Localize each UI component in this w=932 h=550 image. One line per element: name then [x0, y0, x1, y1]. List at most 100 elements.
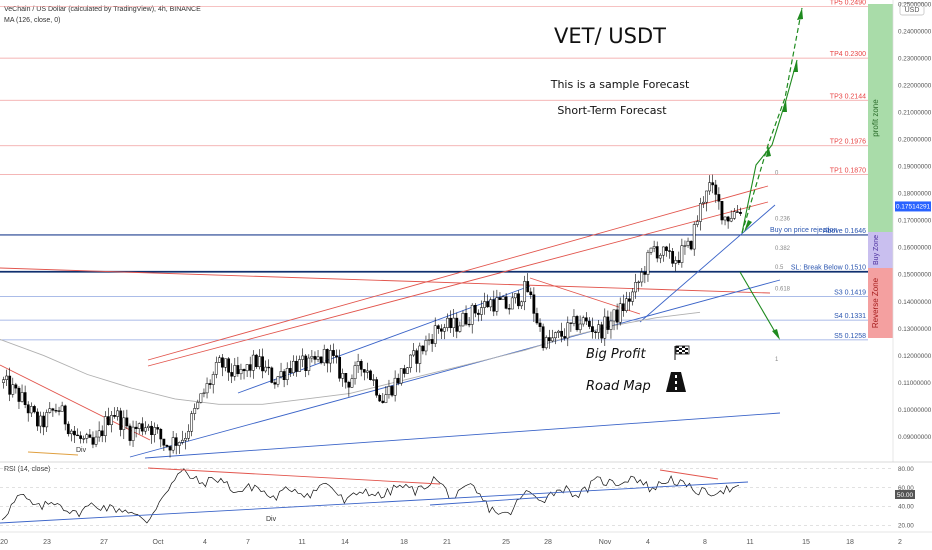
- candle-body: [541, 326, 545, 349]
- candle-body: [554, 332, 557, 339]
- candle-body: [680, 245, 684, 263]
- candle-body: [480, 307, 483, 315]
- price-tick-label: 0.15000000: [898, 272, 932, 279]
- candle-body: [29, 406, 33, 414]
- candle-body: [310, 356, 314, 359]
- candle-body: [325, 349, 329, 364]
- candle-body: [433, 325, 437, 344]
- candle-body: [270, 367, 274, 383]
- candle-body: [495, 297, 499, 312]
- candle-body: [365, 370, 369, 373]
- candle-body: [162, 438, 166, 446]
- candle-body: [529, 291, 533, 296]
- rsi-div-label: Div: [266, 516, 277, 523]
- candle-body: [572, 316, 576, 324]
- candle-body: [600, 324, 604, 339]
- candle-body: [150, 425, 153, 435]
- indicator-line: MA (126, close, 0): [4, 17, 60, 24]
- candle-body: [174, 437, 178, 446]
- candle-body: [319, 356, 323, 364]
- candle-body: [258, 356, 261, 368]
- price-tick-label: 0.20000000: [898, 137, 932, 144]
- candle-body: [239, 369, 243, 375]
- time-tick-label: 2: [898, 539, 902, 546]
- candle-body: [251, 354, 255, 371]
- candle-body: [211, 374, 215, 385]
- candle-body: [393, 377, 397, 396]
- fib-label: 0.382: [775, 246, 791, 252]
- price-tick-label: 0.13000000: [898, 326, 932, 333]
- candle-body: [717, 194, 721, 202]
- current-price-tag: 0.17514291: [895, 201, 931, 212]
- candle-body: [245, 364, 249, 372]
- candle-body: [674, 260, 678, 264]
- candle-body: [443, 327, 446, 332]
- candle-body: [464, 312, 468, 325]
- zones: profit zone Buy Zone Reverse Zone: [868, 4, 893, 338]
- candle-body: [143, 427, 147, 432]
- symbol-line: VeChain / US Dollar (calculated by Tradi…: [4, 6, 201, 13]
- candle-body: [418, 345, 422, 364]
- candle-body: [698, 203, 702, 222]
- candle-body: [578, 323, 582, 331]
- time-tick-label: 21: [443, 539, 451, 546]
- candle-body: [517, 293, 520, 307]
- candle-body: [649, 247, 653, 253]
- candle-body: [267, 366, 271, 369]
- candle-body: [103, 416, 107, 436]
- candle-body: [14, 384, 18, 389]
- forecast-arrowhead-5: [797, 8, 803, 20]
- candle-body: [523, 281, 527, 303]
- level-label: S5 0.1258: [834, 333, 866, 340]
- price-axis[interactable]: 0.25000000 0.24000000 0.23000000 0.22000000…: [898, 1, 932, 441]
- red-resistance-line: [0, 267, 771, 294]
- candle-body: [190, 413, 194, 432]
- candle-body: [486, 301, 490, 308]
- rsi-title: RSI (14, close): [4, 466, 50, 473]
- candle-body: [473, 304, 477, 314]
- forecast-arrowhead-3: [782, 100, 787, 112]
- big-profit-label: Big Profit: [586, 347, 646, 362]
- price-tick-label: 0.16000000: [898, 245, 932, 252]
- candle-body: [467, 323, 471, 326]
- candle-body: [248, 364, 252, 371]
- candle-body: [137, 423, 141, 429]
- candle-body: [550, 337, 554, 342]
- candle-body: [131, 426, 135, 441]
- current-price-value: 0.17514291: [896, 204, 931, 211]
- candle-body: [322, 349, 326, 364]
- candle-body: [119, 410, 123, 430]
- time-tick-label: 27: [100, 539, 108, 546]
- candle-body: [439, 328, 443, 332]
- candle-body: [381, 400, 385, 403]
- candle-body: [347, 381, 351, 388]
- candle-body: [618, 303, 622, 323]
- candle-body: [415, 350, 419, 364]
- time-axis[interactable]: 20 23 27 Oct 4 7 11 14 18 21 25 28 Nov 4 8 11 15 18 2: [0, 539, 902, 546]
- candle-body: [338, 356, 342, 379]
- level-lines: TP5 0.2490 TP4 0.2300 TP3 0.2144 TP2 0.1976…: [0, 0, 868, 341]
- candle-body: [668, 250, 671, 252]
- road-map-label: Road Map: [586, 379, 651, 394]
- candle-body: [202, 392, 206, 395]
- candle-body: [538, 322, 542, 327]
- candle-body: [224, 358, 227, 368]
- candle-body: [236, 365, 240, 375]
- forecast-path: [741, 59, 798, 234]
- candle-body: [526, 281, 530, 293]
- price-tick-label: 0.18000000: [898, 191, 932, 198]
- price-tick-label: 0.10000000: [898, 407, 932, 414]
- currency-badge[interactable]: [899, 2, 925, 16]
- candle-body: [436, 325, 440, 329]
- candle-body: [273, 382, 277, 385]
- forecast-down-arrow: [739, 271, 779, 338]
- candle-body: [165, 444, 169, 447]
- candle-body: [20, 392, 24, 402]
- candle-body: [199, 393, 203, 403]
- candle-body: [739, 211, 742, 214]
- candle-body: [362, 369, 366, 373]
- candle-body: [510, 297, 514, 310]
- candle-body: [134, 426, 138, 429]
- candle-body: [113, 415, 116, 417]
